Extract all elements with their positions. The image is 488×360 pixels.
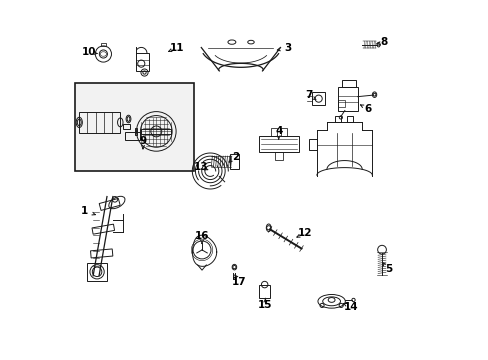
Text: 15: 15 (258, 300, 272, 310)
Bar (259, 284, 269, 298)
Text: 8: 8 (380, 37, 387, 48)
Bar (270, 128, 277, 136)
Text: 14: 14 (343, 302, 358, 312)
Bar (135, 53, 148, 71)
Text: 3: 3 (284, 42, 291, 53)
Bar (87, 263, 107, 280)
Text: 5: 5 (384, 264, 391, 274)
Text: 11: 11 (169, 43, 183, 53)
Bar (92, 224, 114, 234)
Bar (337, 87, 357, 111)
Bar (75, 83, 194, 171)
Bar (90, 249, 113, 258)
Bar (309, 139, 317, 150)
Text: 9: 9 (139, 136, 146, 146)
Text: 2: 2 (231, 152, 239, 162)
Bar (230, 153, 239, 169)
Text: 1: 1 (81, 206, 88, 216)
Bar (341, 80, 355, 87)
Text: 17: 17 (232, 276, 246, 287)
Text: 4: 4 (274, 126, 282, 136)
Bar (79, 112, 120, 132)
Text: 16: 16 (194, 231, 209, 241)
Text: 6: 6 (363, 104, 370, 114)
Bar (134, 127, 136, 135)
Bar (123, 124, 130, 129)
Text: 12: 12 (297, 228, 312, 238)
Bar (258, 136, 299, 152)
Bar (101, 43, 105, 46)
Bar (141, 129, 171, 134)
Text: 7: 7 (305, 90, 312, 100)
Bar (346, 117, 353, 122)
Bar (334, 117, 340, 122)
Bar (99, 198, 120, 210)
Bar (312, 92, 325, 105)
Bar (281, 128, 286, 136)
Bar (274, 152, 283, 160)
Bar (337, 100, 344, 107)
Text: 13: 13 (193, 162, 207, 172)
Text: 10: 10 (81, 47, 96, 57)
Bar (124, 132, 140, 140)
